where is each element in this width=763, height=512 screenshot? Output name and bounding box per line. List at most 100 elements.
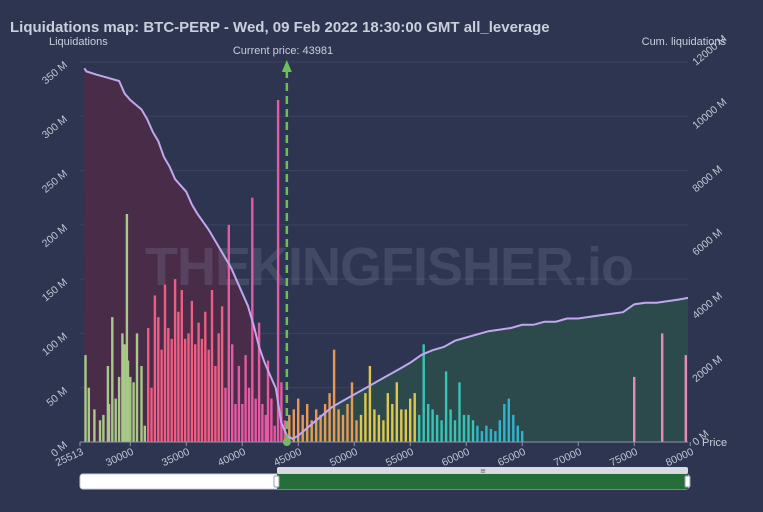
liquidation-bar — [476, 425, 479, 442]
navigator-grip-icon[interactable]: ≡ — [480, 467, 486, 475]
cum-area-right — [281, 297, 688, 442]
x-tick-label: 40000 — [216, 446, 248, 469]
liquidation-bar — [190, 300, 194, 442]
liquidation-bar — [114, 398, 117, 442]
liquidation-bar — [355, 420, 358, 442]
liquidation-bar — [273, 425, 276, 442]
liquidation-bar — [323, 404, 327, 442]
liquidation-bar — [409, 398, 412, 442]
liquidation-bar — [150, 387, 153, 442]
x-tick-label: 60000 — [440, 446, 472, 469]
liquidation-bar — [224, 387, 227, 442]
liquidation-bar — [207, 349, 210, 442]
x-tick-label: 45000 — [272, 446, 304, 469]
liquidation-bar — [173, 279, 177, 442]
x-tick-label: 30000 — [104, 446, 136, 469]
liquidation-bar — [140, 366, 143, 442]
liquidation-bar — [117, 376, 121, 442]
liquidation-bar — [494, 431, 497, 442]
x-tick-label: 65000 — [496, 446, 528, 469]
liquidation-bar — [306, 404, 309, 442]
liquidation-bar — [310, 420, 313, 442]
liquidation-bar — [458, 382, 461, 442]
liquidation-bar — [315, 409, 318, 442]
liquidation-bar — [404, 409, 407, 442]
liquidation-bar — [217, 333, 220, 442]
liquidation-bar — [512, 414, 515, 442]
navigator-left-handle[interactable] — [273, 475, 280, 488]
liquidation-bar — [521, 431, 524, 442]
y2-tick-label: 6000 M — [690, 227, 725, 259]
watermark-text: THEKINGFISHER.io — [145, 237, 633, 297]
x-tick-label: 55000 — [384, 446, 416, 469]
liquidation-bar — [418, 414, 421, 442]
liquidation-bar — [135, 333, 139, 442]
liquidation-bar — [266, 360, 270, 442]
liquidation-bar — [400, 409, 403, 442]
liquidation-bar — [395, 382, 398, 442]
liquidation-bar — [107, 404, 111, 442]
liquidation-bar — [359, 414, 363, 442]
liquidation-bar — [422, 344, 425, 442]
liquidation-bar — [220, 306, 224, 442]
liquidation-bar — [197, 322, 200, 442]
liquidation-bar — [214, 366, 217, 442]
current-price-arrow-icon — [281, 60, 292, 72]
liquidation-bar — [237, 366, 241, 442]
liquidation-bar — [507, 398, 510, 442]
liquidation-bar — [503, 404, 506, 442]
liquidation-bar — [254, 398, 257, 442]
navigator-selection[interactable] — [277, 474, 688, 489]
liquidation-bar — [435, 414, 439, 442]
navigator-right-handle[interactable] — [684, 475, 691, 488]
chart-title: Liquidations map: BTC-PERP - Wed, 09 Feb… — [10, 19, 550, 36]
liquidation-bar — [194, 344, 197, 442]
liquidation-bar — [132, 382, 135, 442]
liquidation-bar — [111, 317, 114, 442]
liquidation-bar — [346, 404, 349, 442]
x-tick-label: 35000 — [160, 446, 192, 469]
liquidation-bar — [264, 414, 267, 442]
liquidation-bar — [231, 344, 234, 442]
cum-area — [84, 68, 688, 443]
liquidation-bar — [93, 409, 96, 442]
cum-area-left — [84, 68, 288, 443]
x-axis-label: Price — [702, 437, 727, 449]
liquidation-bar — [244, 355, 247, 442]
liquidation-bar — [633, 376, 636, 442]
current-price-label: Current price: 43981 — [233, 45, 333, 57]
liquidation-bar — [183, 338, 187, 442]
liquidation-bar — [204, 311, 207, 442]
liquidation-bar — [227, 224, 230, 442]
liquidation-bar — [382, 420, 385, 442]
liquidation-bar — [373, 409, 376, 442]
liquidation-bar — [241, 404, 244, 442]
liquidation-bar — [413, 393, 416, 442]
liquidation-bar — [337, 409, 340, 442]
liquidation-bar — [84, 355, 87, 442]
x-tick-label: 80000 — [664, 446, 696, 469]
y2-tick-label: 4000 M — [690, 290, 725, 322]
liquidation-bar — [167, 328, 170, 442]
liquidation-bar — [177, 311, 180, 442]
liquidation-bar — [102, 414, 105, 442]
cum-line — [83, 67, 689, 440]
y2-tick-label: 8000 M — [690, 163, 725, 195]
y2-tick-label: 10000 M — [690, 96, 729, 131]
liquidation-bar — [462, 414, 466, 442]
liquidation-bar — [332, 349, 336, 442]
liquidation-bar — [480, 431, 484, 442]
liquidation-bar — [276, 100, 280, 442]
range-navigator[interactable]: ≡ — [79, 467, 691, 490]
liquidation-bar — [319, 414, 322, 442]
liquidation-bar — [328, 393, 331, 442]
watermark: THEKINGFISHER.io — [145, 237, 634, 297]
liquidation-bar — [341, 414, 345, 442]
y2-tick-label: 2000 M — [690, 353, 725, 385]
y-tick-label: 200 M — [40, 222, 70, 250]
liquidation-bar — [471, 420, 475, 442]
liquidation-bar — [210, 290, 214, 442]
liquidation-bar — [257, 322, 261, 442]
liquidation-bar — [661, 333, 664, 442]
